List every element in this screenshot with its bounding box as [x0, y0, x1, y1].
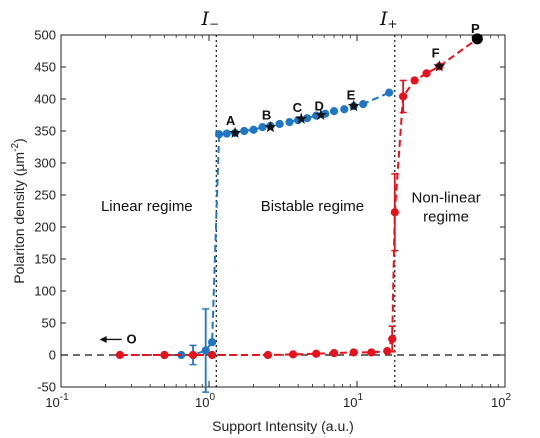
point-label-b: B	[262, 107, 271, 122]
star-marker	[229, 126, 241, 138]
red-series-point	[399, 92, 408, 101]
blue-series-point	[359, 100, 368, 109]
threshold-label: I−	[200, 8, 219, 31]
point-label-d: D	[314, 99, 323, 114]
point-label-e: E	[347, 88, 356, 103]
blue-series-point	[285, 117, 294, 127]
region-label: regime	[423, 209, 469, 226]
red-series-point	[288, 350, 298, 359]
red-series-point	[208, 350, 217, 360]
y-tick-label: 300	[34, 156, 56, 171]
blue-series-point	[329, 107, 339, 116]
point-label-o: O	[127, 331, 137, 346]
blue-series-point	[275, 119, 284, 129]
y-tick-label: 50	[42, 316, 56, 331]
blue-series-point	[385, 88, 394, 97]
red-series-point	[188, 350, 198, 360]
y-tick-label: 200	[34, 220, 56, 235]
plot-frame	[60, 34, 506, 388]
blue-series-point	[214, 130, 224, 139]
y-tick-label: 0	[49, 348, 56, 363]
region-label: Linear regime	[101, 198, 193, 215]
y-tick-label: -50	[37, 380, 56, 395]
y-axis-label: Polariton density (μm-2)	[10, 138, 27, 283]
point-label-a: A	[226, 113, 236, 128]
threshold-label: I+	[379, 8, 398, 31]
red-series-point	[312, 349, 321, 358]
red-series-point	[367, 348, 376, 357]
arrow-o-head-icon	[99, 335, 107, 343]
y-tick-label: 400	[34, 92, 56, 107]
blue-series-point	[222, 129, 231, 138]
star-marker	[295, 112, 308, 124]
point-label-c: C	[293, 100, 303, 115]
red-series-point	[115, 350, 124, 360]
star-marker	[433, 60, 446, 72]
y-tick-label: 500	[34, 28, 56, 43]
y-tick-label: 350	[34, 124, 56, 139]
x-tick-label: 10-1	[45, 392, 69, 410]
y-tick-label: 150	[34, 252, 56, 267]
star-marker	[264, 121, 277, 133]
star-marker	[315, 108, 327, 120]
region-label: Non-linear	[412, 190, 481, 207]
blue-series-point	[208, 338, 217, 347]
y-tick-label: 250	[34, 188, 56, 203]
blue-series-point	[201, 346, 210, 355]
red-series-point	[349, 348, 358, 357]
blue-series-point	[249, 125, 258, 134]
blue-series-point	[258, 123, 267, 132]
blue-series-point	[240, 126, 249, 136]
point-label-p: P	[471, 21, 480, 36]
y-tick-label: 100	[34, 284, 56, 299]
red-series-point	[390, 208, 399, 217]
blue-series-line	[164, 91, 390, 356]
x-axis-label: Support Intensity (a.u.)	[212, 418, 354, 434]
red-series-point	[383, 347, 392, 356]
red-series-point	[422, 69, 431, 78]
red-series-point	[410, 76, 419, 85]
star-marker	[347, 99, 360, 112]
red-series-point	[263, 350, 272, 360]
point-label-f: F	[432, 45, 440, 60]
blue-series-point	[340, 105, 349, 114]
red-series-point	[388, 334, 397, 344]
x-tick-label: 102	[491, 392, 511, 410]
point-p-marker	[471, 33, 483, 45]
region-label: Bistable regime	[261, 198, 364, 215]
y-tick-label: 450	[34, 60, 56, 75]
red-series-point	[160, 350, 169, 360]
x-tick-label: 101	[343, 392, 363, 410]
x-tick-label: 100	[195, 392, 215, 410]
red-series-point	[329, 348, 339, 358]
